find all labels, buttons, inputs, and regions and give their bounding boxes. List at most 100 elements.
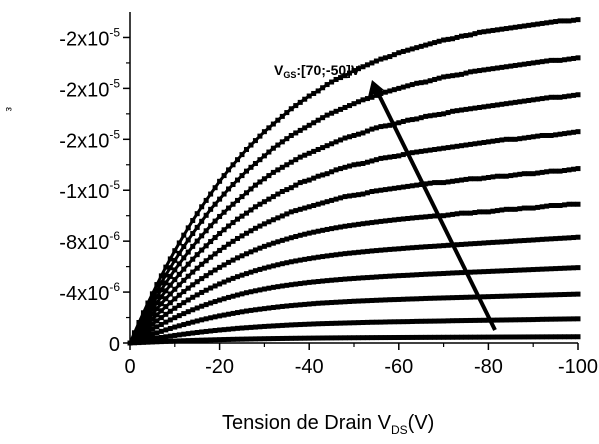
data-point: [517, 206, 523, 212]
data-point: [445, 334, 451, 340]
data-point: [553, 334, 559, 340]
data-point: [145, 304, 151, 310]
data-point: [239, 291, 245, 297]
data-point: [378, 247, 384, 253]
data-point: [230, 275, 236, 281]
data-point: [512, 172, 518, 178]
data-point: [553, 94, 559, 100]
data-point: [338, 251, 344, 257]
data-point: [212, 327, 218, 333]
data-point: [333, 167, 339, 173]
data-point: [526, 61, 532, 67]
data-point: [476, 240, 482, 246]
data-point: [315, 173, 321, 179]
data-point: [158, 287, 164, 293]
data-point: [342, 276, 348, 282]
data-point: [364, 319, 370, 325]
data-point: [454, 242, 460, 248]
data-point: [427, 295, 433, 301]
y-tick-label: -2x10-5: [59, 76, 120, 101]
data-point: [293, 302, 299, 308]
data-point: [387, 246, 393, 252]
data-point: [217, 297, 223, 303]
data-point: [467, 69, 473, 75]
data-point: [293, 182, 299, 188]
data-point: [172, 315, 178, 321]
data-point: [445, 242, 451, 248]
data-point: [481, 269, 487, 275]
data-point: [490, 103, 496, 109]
data-point: [539, 334, 545, 340]
data-point: [557, 316, 563, 322]
data-point: [351, 68, 357, 74]
data-point: [405, 47, 411, 53]
data-point: [154, 312, 160, 318]
data-point: [185, 249, 191, 255]
data-point: [293, 322, 299, 328]
data-point: [221, 296, 227, 302]
data-point: [355, 249, 361, 255]
data-point: [203, 197, 209, 203]
data-point: [149, 291, 155, 297]
data-point: [140, 325, 146, 331]
data-point: [199, 303, 205, 309]
data-point: [279, 303, 285, 309]
data-point: [355, 99, 361, 105]
data-point: [199, 317, 205, 323]
data-point: [499, 239, 505, 245]
data-point: [212, 218, 218, 224]
data-point: [369, 189, 375, 195]
data-point: [338, 106, 344, 112]
data-point: [535, 316, 541, 322]
data-point: [566, 18, 572, 24]
data-point: [252, 225, 258, 231]
data-point: [418, 80, 424, 86]
data-point: [423, 318, 429, 324]
data-point: [266, 196, 272, 202]
data-point: [423, 181, 429, 187]
data-point: [387, 217, 393, 223]
data-point: [347, 163, 353, 169]
data-point: [217, 281, 223, 287]
data-point: [463, 241, 469, 247]
data-point: [503, 136, 509, 142]
data-point: [275, 284, 281, 290]
data-point: [320, 278, 326, 284]
data-point: [400, 184, 406, 190]
y-tick-label: 0: [109, 334, 120, 356]
data-point: [571, 265, 577, 271]
data-point: [221, 312, 227, 318]
data-point: [557, 203, 563, 209]
data-point: [382, 273, 388, 279]
data-point: [239, 173, 245, 179]
data-point: [445, 270, 451, 276]
data-point: [369, 60, 375, 66]
data-point: [485, 209, 491, 215]
data-point: [503, 317, 509, 323]
data-point: [279, 237, 285, 243]
data-point: [217, 247, 223, 253]
data-point: [436, 180, 442, 186]
data-point: [203, 228, 209, 234]
data-point: [450, 211, 456, 217]
data-point: [261, 129, 267, 135]
data-point: [248, 142, 254, 148]
data-point: [544, 20, 550, 26]
data-point: [217, 264, 223, 270]
data-point: [293, 103, 299, 109]
data-point: [221, 227, 227, 233]
data-point: [364, 335, 370, 341]
data-point: [485, 28, 491, 34]
data-point: [243, 210, 249, 216]
data-point: [548, 203, 554, 209]
data-point: [279, 322, 285, 328]
data-point: [535, 204, 541, 210]
data-point: [172, 332, 178, 338]
data-point: [311, 90, 317, 96]
data-point: [302, 205, 308, 211]
data-point: [324, 226, 330, 232]
data-point: [288, 322, 294, 328]
data-point: [360, 64, 366, 70]
data-point: [176, 313, 182, 319]
data-point: [382, 319, 388, 325]
